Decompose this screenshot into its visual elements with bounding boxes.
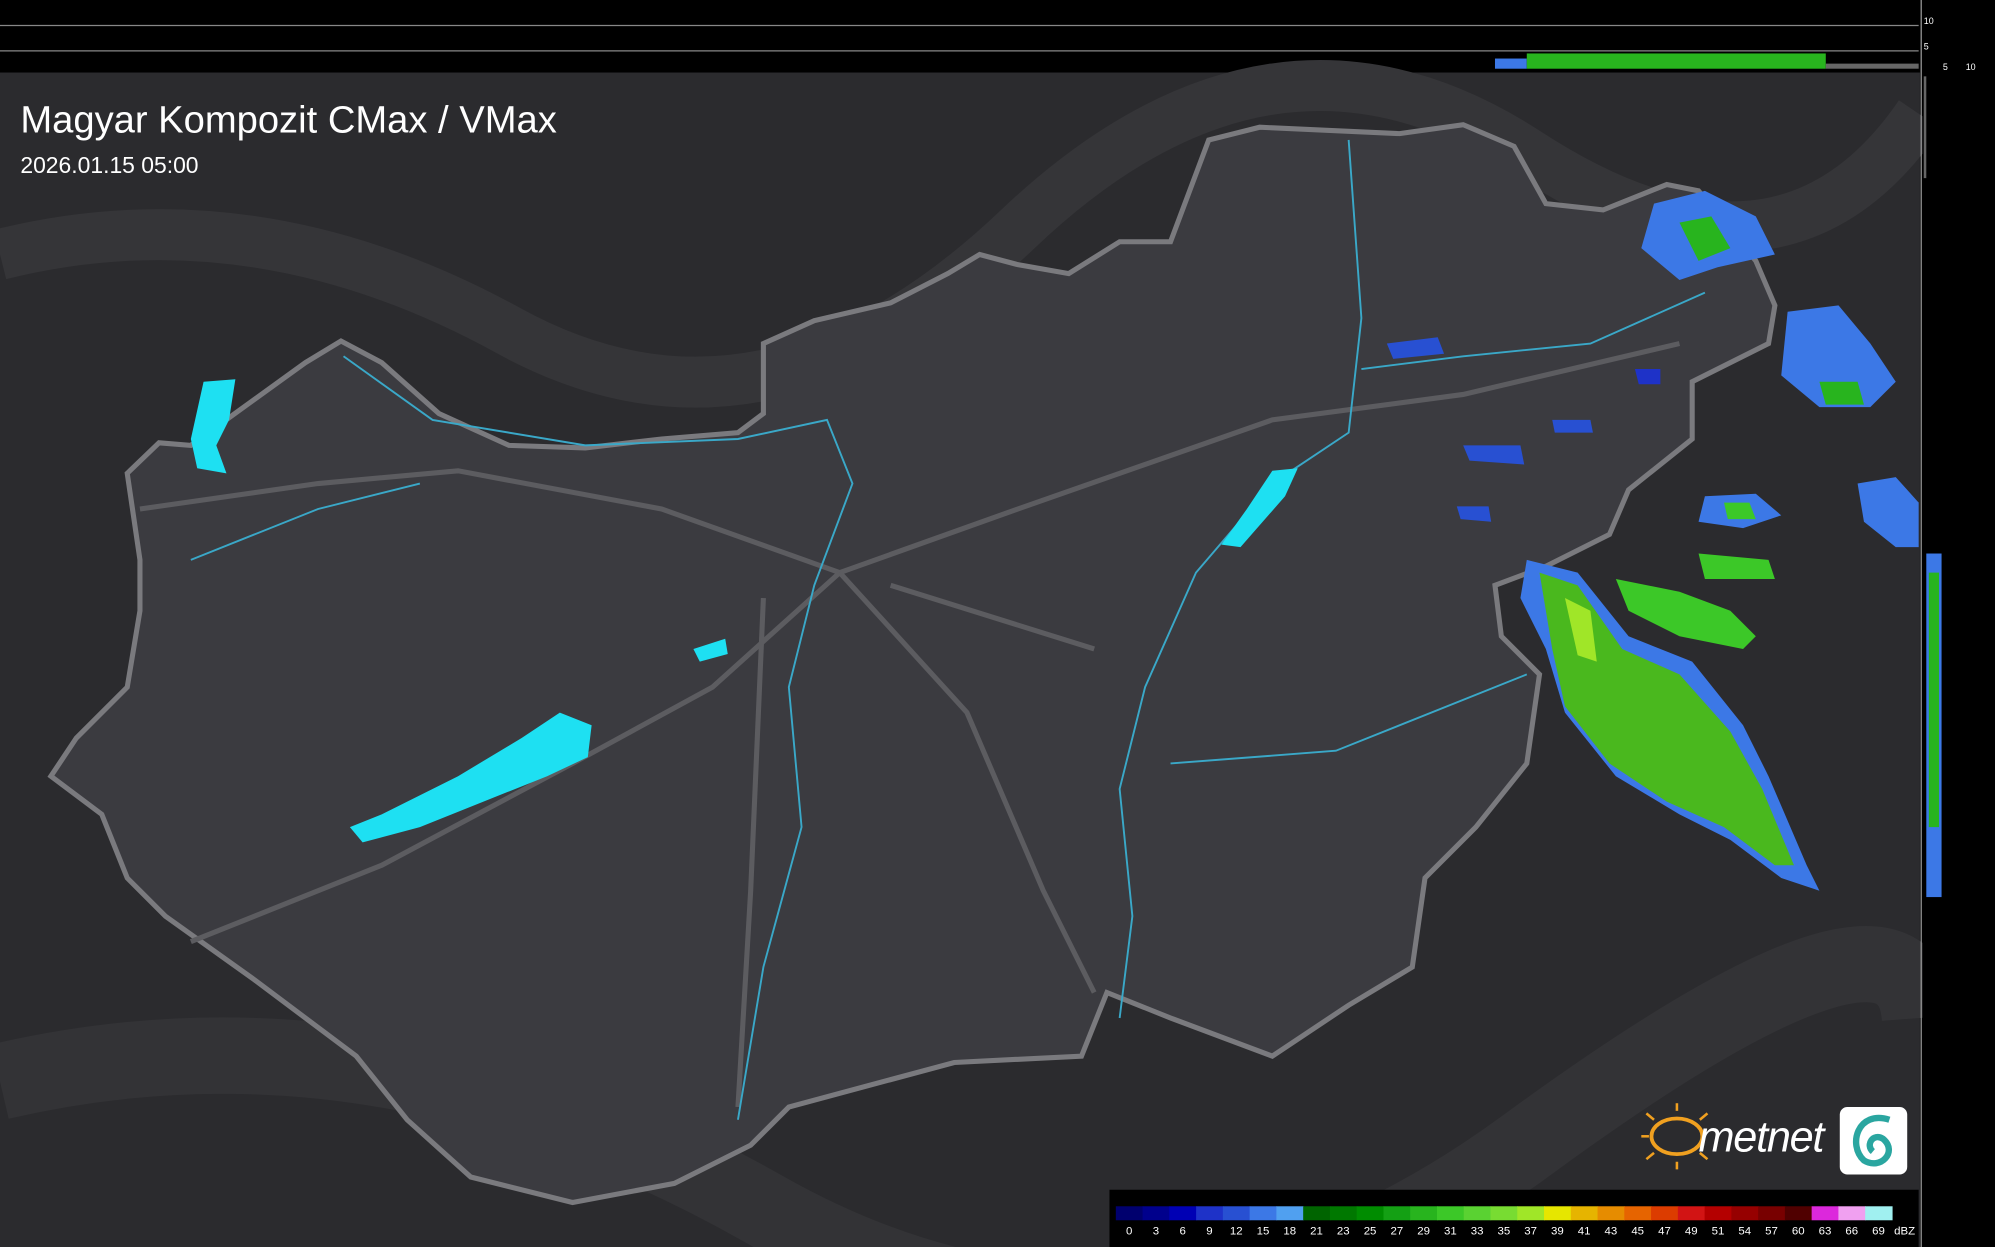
legend-label: 0 xyxy=(1126,1225,1132,1237)
profile-label: 5 xyxy=(1924,42,1929,52)
legend-swatch xyxy=(1624,1206,1652,1221)
country-outline xyxy=(47,122,1778,1206)
legend-label: 54 xyxy=(1738,1225,1751,1237)
legend-swatch xyxy=(1196,1206,1224,1221)
legend-label: 27 xyxy=(1390,1225,1403,1237)
legend-swatch xyxy=(1758,1206,1786,1221)
profile-label: 10 xyxy=(1966,62,1976,72)
legend-swatch xyxy=(1704,1206,1733,1221)
legend-label: 21 xyxy=(1310,1225,1323,1237)
legend-label: 29 xyxy=(1417,1225,1430,1237)
legend-label: 49 xyxy=(1685,1225,1698,1237)
legend-label: 66 xyxy=(1845,1225,1858,1237)
legend-swatch xyxy=(1115,1206,1144,1221)
legend-label: 45 xyxy=(1631,1225,1644,1237)
legend-swatch xyxy=(1784,1206,1813,1221)
radar-echoes xyxy=(1386,190,1919,891)
profile-echo xyxy=(1923,76,1927,179)
legend-label: 6 xyxy=(1180,1225,1186,1237)
legend-swatch xyxy=(1838,1206,1866,1221)
lakes xyxy=(190,379,1298,843)
profile-echo xyxy=(1526,53,1826,69)
legend-swatch xyxy=(1356,1206,1385,1221)
legend-label: 9 xyxy=(1206,1225,1212,1237)
legend-swatch xyxy=(1677,1206,1706,1221)
legend-swatch xyxy=(1651,1206,1679,1221)
legend-swatch xyxy=(1303,1206,1331,1221)
legend-label: 3 xyxy=(1153,1225,1159,1237)
profile-echo xyxy=(1928,572,1940,828)
legend-swatch xyxy=(1142,1206,1170,1221)
legend-swatch xyxy=(1865,1206,1893,1221)
legend-label: 60 xyxy=(1792,1225,1805,1237)
legend-label: 41 xyxy=(1578,1225,1591,1237)
legend-label: 37 xyxy=(1524,1225,1537,1237)
rivers xyxy=(190,139,1706,1120)
legend-swatch xyxy=(1811,1206,1840,1221)
legend-label: 15 xyxy=(1257,1225,1270,1237)
legend-swatch xyxy=(1490,1206,1518,1221)
legend-label: 31 xyxy=(1444,1225,1457,1237)
legend-swatch xyxy=(1517,1206,1545,1221)
legend-label: 35 xyxy=(1498,1225,1511,1237)
profile-echo xyxy=(1825,63,1919,69)
legend-label: 25 xyxy=(1364,1225,1377,1237)
legend-label: 43 xyxy=(1605,1225,1618,1237)
profile-label: 5 xyxy=(1943,62,1948,72)
legend-label: 47 xyxy=(1658,1225,1671,1237)
legend-swatch xyxy=(1276,1206,1304,1221)
legend-label: 18 xyxy=(1283,1225,1296,1237)
legend-label: 12 xyxy=(1230,1225,1243,1237)
legend-swatch xyxy=(1222,1206,1251,1221)
profile-label: 10 xyxy=(1924,16,1934,26)
legend-swatch xyxy=(1570,1206,1599,1221)
legend-label: 39 xyxy=(1551,1225,1564,1237)
legend-swatch xyxy=(1597,1206,1625,1221)
legend-swatch xyxy=(1383,1206,1411,1221)
title: Magyar Kompozit CMax / VMax xyxy=(20,98,556,141)
legend-label: 63 xyxy=(1819,1225,1832,1237)
legend-swatch xyxy=(1731,1206,1759,1221)
legend-swatch xyxy=(1169,1206,1197,1221)
legend-label: 51 xyxy=(1712,1225,1725,1237)
legend: 0 3 6 9 12 15 18 21 23 25 27 29 31 33 35 37 39 41 43 45 47 49… xyxy=(1115,1206,1893,1237)
legend-swatch xyxy=(1544,1206,1572,1221)
timestamp: 2026.01.15 05:00 xyxy=(20,152,198,178)
legend-label: 23 xyxy=(1337,1225,1350,1237)
legend-swatch xyxy=(1463,1206,1492,1221)
legend-label: 69 xyxy=(1872,1225,1885,1237)
legend-swatch xyxy=(1436,1206,1465,1221)
legend-label: 57 xyxy=(1765,1225,1778,1237)
legend-label: 33 xyxy=(1471,1225,1484,1237)
profile-echo xyxy=(1494,58,1527,69)
logo-text: metnet xyxy=(1699,1114,1827,1162)
logo: metnet xyxy=(1641,1103,1908,1175)
legend-swatch xyxy=(1329,1206,1358,1221)
legend-swatch xyxy=(1249,1206,1278,1221)
legend-unit: dBZ xyxy=(1894,1225,1915,1237)
legend-swatch xyxy=(1410,1206,1438,1221)
